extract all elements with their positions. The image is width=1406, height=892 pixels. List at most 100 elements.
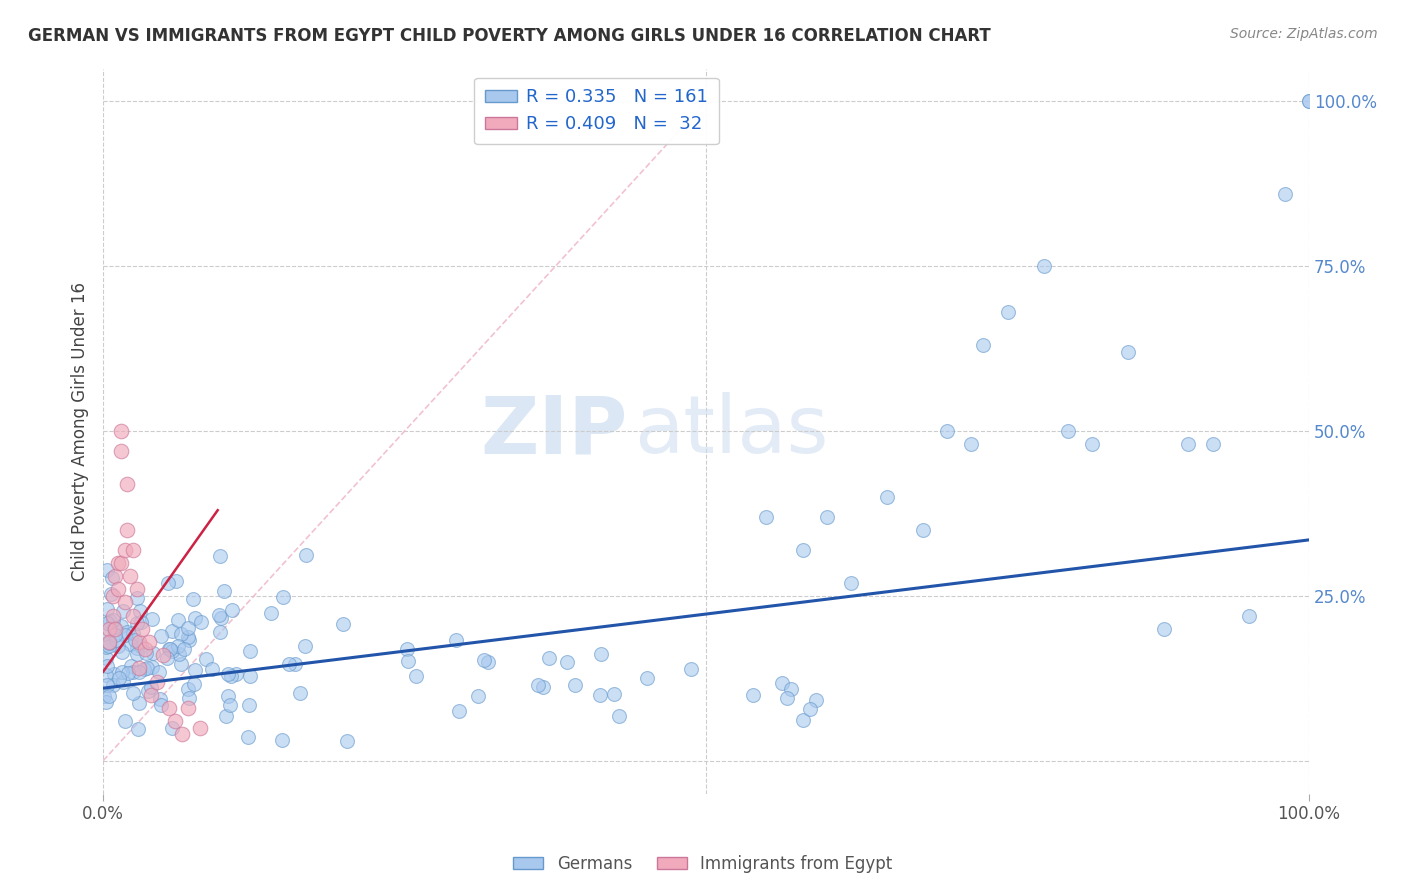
Point [997, 305, 1019, 319]
Point [591, 647, 613, 661]
Point [121, 686, 143, 700]
Point [195, 651, 218, 665]
Point [98, 689, 121, 703]
Point [103, 621, 125, 635]
Point [107, 582, 129, 597]
Point [141, 680, 163, 694]
Point [960, 437, 983, 451]
Text: GERMAN VS IMMIGRANTS FROM EGYPT CHILD POVERTY AMONG GIRLS UNDER 16 CORRELATION C: GERMAN VS IMMIGRANTS FROM EGYPT CHILD PO… [28, 27, 991, 45]
Point [122, 608, 145, 623]
Point [105, 633, 128, 648]
Point [165, 714, 187, 728]
Point [912, 523, 935, 537]
Point [122, 665, 145, 680]
Point [183, 677, 205, 691]
Point [103, 628, 125, 642]
Point [1298, 95, 1320, 109]
Point [405, 669, 427, 683]
Point [179, 632, 201, 647]
Point [207, 608, 229, 623]
Point [1201, 437, 1223, 451]
Point [526, 678, 548, 692]
Point [96, 678, 118, 692]
Point [125, 647, 148, 661]
Point [444, 632, 467, 647]
Point [157, 575, 180, 590]
Point [177, 621, 200, 635]
Point [141, 611, 163, 625]
Point [636, 671, 658, 685]
Point [679, 662, 702, 676]
Point [839, 575, 862, 590]
Point [159, 642, 181, 657]
Point [111, 604, 134, 618]
Point [531, 680, 554, 694]
Point [160, 721, 183, 735]
Point [94, 650, 117, 665]
Point [183, 663, 205, 677]
Point [395, 642, 418, 657]
Point [170, 727, 193, 741]
Point [103, 667, 125, 681]
Point [104, 622, 127, 636]
Point [110, 424, 132, 438]
Point [129, 639, 152, 653]
Point [190, 615, 212, 629]
Point [165, 574, 187, 589]
Point [160, 624, 183, 638]
Point [1237, 608, 1260, 623]
Point [176, 701, 198, 715]
Point [294, 548, 316, 562]
Point [755, 509, 778, 524]
Point [96, 601, 118, 615]
Point [96, 564, 118, 578]
Text: atlas: atlas [634, 392, 828, 470]
Point [146, 674, 169, 689]
Point [120, 659, 142, 673]
Point [779, 682, 801, 697]
Point [1032, 260, 1054, 274]
Point [217, 689, 239, 703]
Point [332, 617, 354, 632]
Point [177, 630, 200, 644]
Point [278, 657, 301, 671]
Point [101, 608, 124, 623]
Point [221, 669, 243, 683]
Point [112, 675, 135, 690]
Point [128, 696, 150, 710]
Point [792, 713, 814, 727]
Point [150, 698, 173, 712]
Point [170, 657, 193, 671]
Point [128, 635, 150, 649]
Point [122, 542, 145, 557]
Point [110, 618, 132, 632]
Point [467, 690, 489, 704]
Point [149, 692, 172, 706]
Point [238, 730, 260, 744]
Point [208, 625, 231, 640]
Point [1274, 186, 1296, 201]
Point [114, 714, 136, 728]
Point [127, 722, 149, 736]
Point [98, 635, 121, 649]
Point [94, 640, 117, 655]
Point [284, 657, 307, 671]
Point [449, 704, 471, 718]
Point [115, 625, 138, 640]
Point [135, 661, 157, 675]
Point [125, 591, 148, 606]
Point [97, 639, 120, 653]
Point [136, 684, 159, 698]
Point [111, 645, 134, 659]
Point [135, 646, 157, 660]
Point [166, 613, 188, 627]
Point [792, 542, 814, 557]
Point [290, 686, 312, 700]
Point [93, 690, 115, 704]
Point [104, 569, 127, 583]
Point [107, 556, 129, 570]
Point [125, 582, 148, 597]
Point [117, 476, 139, 491]
Point [111, 665, 134, 679]
Point [124, 633, 146, 648]
